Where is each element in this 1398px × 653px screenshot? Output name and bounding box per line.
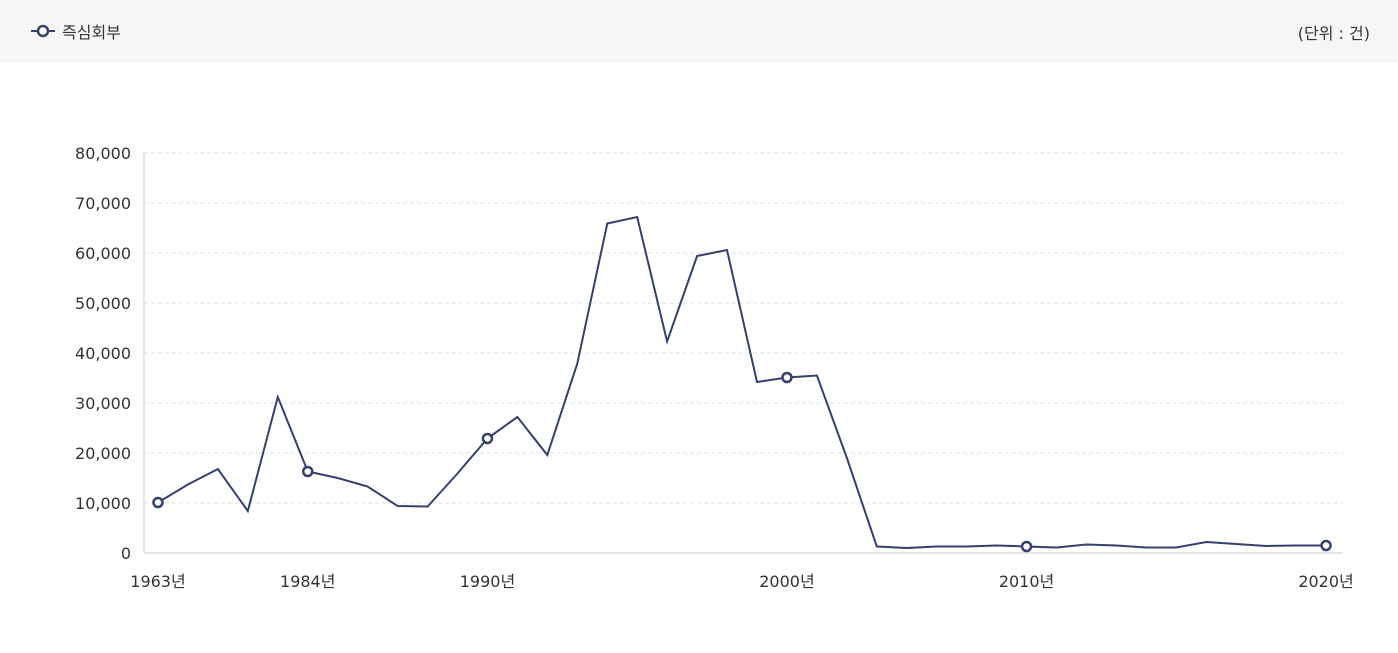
unit-label: (단위 : 건)	[1297, 24, 1370, 43]
y-tick-label: 40,000	[75, 344, 131, 363]
data-point	[481, 432, 494, 445]
y-tick-label: 70,000	[75, 194, 131, 213]
y-tick-label: 10,000	[75, 494, 131, 513]
y-tick-label: 50,000	[75, 294, 131, 313]
x-tick-label: 1990년	[460, 572, 515, 591]
y-tick-label: 20,000	[75, 444, 131, 463]
legend-bar	[0, 0, 1398, 63]
y-tick-label: 0	[121, 544, 131, 563]
data-point	[302, 465, 314, 478]
x-tick-label: 2010년	[999, 572, 1054, 591]
legend: 즉심회부	[30, 20, 121, 42]
y-tick-label: 30,000	[75, 394, 131, 413]
legend-label: 즉심회부	[62, 23, 121, 42]
data-point	[781, 371, 793, 384]
y-tick-label: 80,000	[75, 144, 131, 163]
data-point	[1020, 540, 1033, 553]
data-point	[1320, 539, 1332, 552]
x-tick-label: 2020년	[1298, 572, 1353, 591]
series-line	[157, 215, 1326, 550]
x-tick-label: 1963년	[130, 572, 185, 591]
line-marker-icon	[31, 24, 55, 38]
data-point	[152, 496, 164, 509]
y-tick-label: 60,000	[75, 244, 131, 263]
x-tick-label: 1984년	[280, 572, 335, 591]
x-tick-label: 2000년	[759, 572, 814, 591]
